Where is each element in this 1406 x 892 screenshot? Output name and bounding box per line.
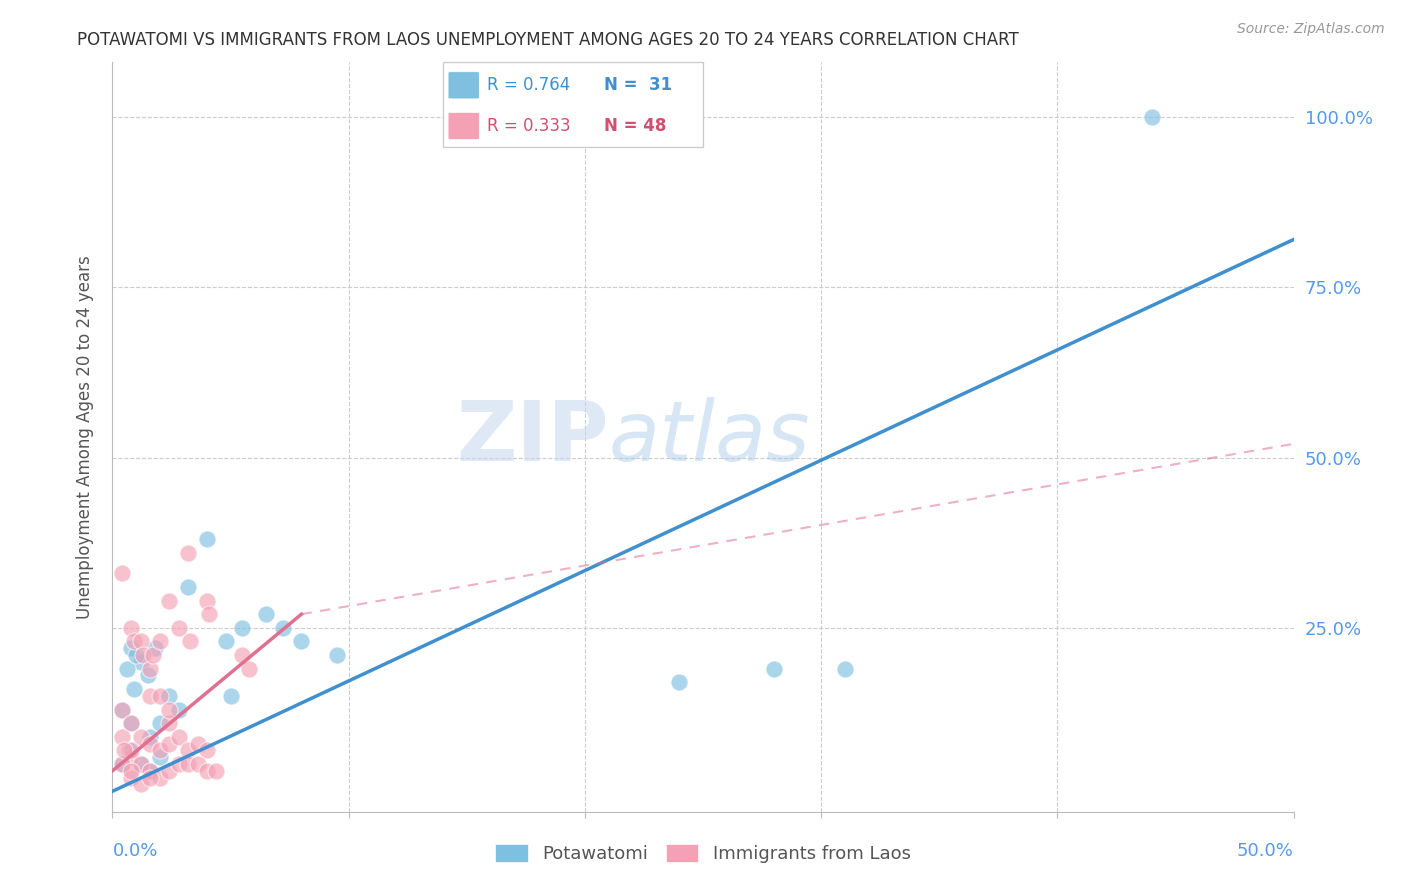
Point [149, 743, 172, 757]
Point [136, 668, 159, 682]
Point [177, 580, 200, 594]
FancyBboxPatch shape [449, 112, 479, 139]
Point [139, 730, 162, 744]
Y-axis label: Unemployment Among Ages 20 to 24 years: Unemployment Among Ages 20 to 24 years [76, 255, 94, 619]
Point [120, 641, 142, 656]
Point [139, 764, 162, 778]
Text: N =  31: N = 31 [605, 77, 672, 95]
Point [238, 662, 260, 676]
Point [139, 764, 162, 778]
Point [219, 689, 242, 703]
Point [157, 593, 180, 607]
Point [186, 737, 208, 751]
Text: ZIP: ZIP [456, 397, 609, 477]
Point [125, 648, 148, 662]
Point [132, 648, 155, 662]
Point [111, 730, 134, 744]
Point [129, 655, 152, 669]
Point [149, 634, 172, 648]
Point [143, 641, 166, 656]
Point [231, 621, 253, 635]
Text: atlas: atlas [609, 397, 810, 477]
Point [157, 702, 180, 716]
Point [139, 771, 162, 785]
Point [149, 750, 172, 764]
Point [668, 675, 690, 690]
FancyBboxPatch shape [443, 62, 703, 147]
Point [129, 634, 152, 648]
Point [254, 607, 277, 622]
Point [167, 621, 190, 635]
Point [195, 764, 218, 778]
Point [122, 682, 145, 697]
Point [122, 634, 145, 648]
Point [157, 737, 180, 751]
Point [142, 648, 165, 662]
Point [157, 764, 180, 778]
Text: R = 0.764: R = 0.764 [486, 77, 571, 95]
Point [129, 757, 152, 772]
Point [177, 743, 200, 757]
Point [111, 757, 134, 772]
Point [149, 771, 172, 785]
Point [115, 662, 138, 676]
Point [111, 757, 134, 772]
Point [120, 771, 142, 785]
Point [205, 764, 228, 778]
Point [120, 743, 142, 757]
Point [120, 716, 142, 731]
Point [120, 750, 142, 764]
Point [326, 648, 349, 662]
Text: N = 48: N = 48 [605, 117, 666, 135]
Point [290, 634, 312, 648]
Point [139, 689, 162, 703]
Point [157, 689, 180, 703]
Text: 50.0%: 50.0% [1237, 842, 1294, 861]
Legend: Potawatomi, Immigrants from Laos: Potawatomi, Immigrants from Laos [488, 837, 918, 870]
Point [177, 546, 200, 560]
Point [167, 702, 190, 716]
Point [215, 634, 238, 648]
Point [111, 566, 134, 581]
Point [111, 702, 134, 716]
Point [120, 621, 142, 635]
Point [198, 607, 221, 622]
Point [120, 764, 142, 778]
Point [186, 757, 208, 772]
Point [118, 743, 141, 757]
Point [129, 730, 152, 744]
Point [149, 716, 172, 731]
Point [195, 743, 218, 757]
Point [231, 648, 253, 662]
Point [129, 757, 152, 772]
Text: 0.0%: 0.0% [112, 842, 157, 861]
Text: R = 0.333: R = 0.333 [486, 117, 571, 135]
Point [195, 593, 218, 607]
Point [157, 716, 180, 731]
Point [149, 689, 172, 703]
Point [111, 702, 134, 716]
Point [167, 730, 190, 744]
Point [112, 743, 135, 757]
FancyBboxPatch shape [449, 71, 479, 99]
Text: Source: ZipAtlas.com: Source: ZipAtlas.com [1237, 22, 1385, 37]
Point [1140, 110, 1163, 124]
Point [271, 621, 294, 635]
Point [167, 757, 190, 772]
Point [834, 662, 856, 676]
Point [195, 533, 218, 547]
Point [177, 757, 200, 772]
Point [179, 634, 201, 648]
Point [762, 662, 785, 676]
Point [139, 662, 162, 676]
Point [120, 716, 142, 731]
Text: POTAWATOMI VS IMMIGRANTS FROM LAOS UNEMPLOYMENT AMONG AGES 20 TO 24 YEARS CORREL: POTAWATOMI VS IMMIGRANTS FROM LAOS UNEMP… [77, 31, 1019, 49]
Point [129, 777, 152, 791]
Point [139, 737, 162, 751]
